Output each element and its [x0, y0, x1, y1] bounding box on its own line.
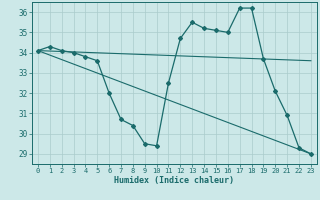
X-axis label: Humidex (Indice chaleur): Humidex (Indice chaleur) [115, 176, 234, 185]
